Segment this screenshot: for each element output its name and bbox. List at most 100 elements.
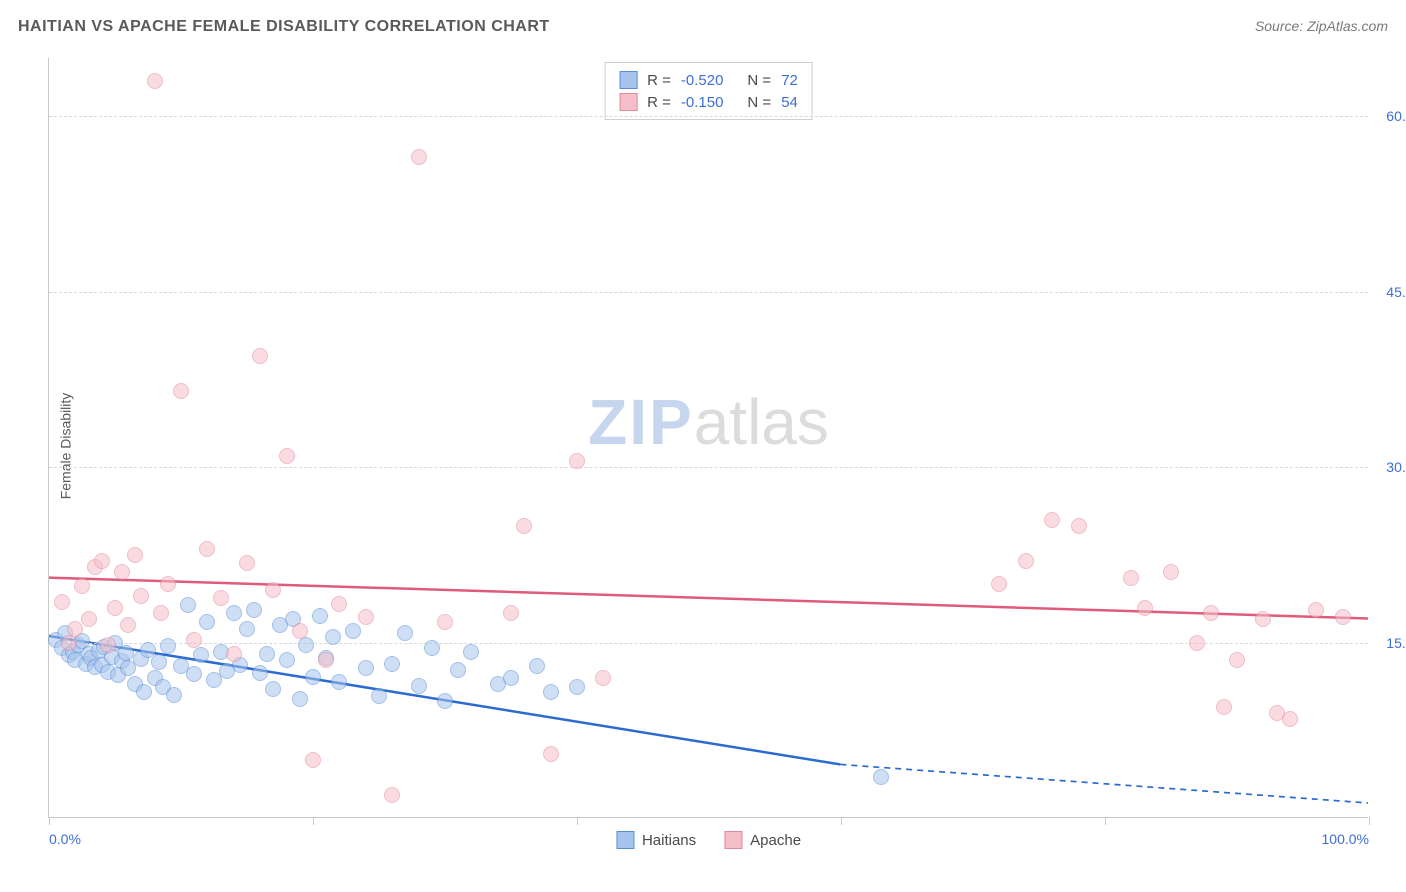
scatter-point <box>1018 553 1034 569</box>
scatter-point <box>54 594 70 610</box>
scatter-point <box>166 687 182 703</box>
gridline <box>49 467 1368 468</box>
scatter-point <box>292 623 308 639</box>
legend-swatch <box>724 831 742 849</box>
scatter-point <box>463 644 479 660</box>
scatter-point <box>107 600 123 616</box>
legend-r-value: -0.520 <box>681 72 724 89</box>
legend-label: Haitians <box>642 832 696 849</box>
scatter-point <box>318 652 334 668</box>
scatter-point <box>569 679 585 695</box>
scatter-point <box>1071 518 1087 534</box>
legend-swatch <box>619 71 637 89</box>
gridline <box>49 116 1368 117</box>
scatter-point <box>100 637 116 653</box>
scatter-point <box>1189 635 1205 651</box>
scatter-point <box>252 348 268 364</box>
scatter-point <box>437 693 453 709</box>
scatter-point <box>239 555 255 571</box>
scatter-point <box>246 602 262 618</box>
scatter-point <box>397 625 413 641</box>
scatter-point <box>127 547 143 563</box>
scatter-point <box>1123 570 1139 586</box>
scatter-point <box>298 637 314 653</box>
scatter-point <box>411 678 427 694</box>
legend-stats-box: R = -0.520N = 72R = -0.150 N = 54 <box>604 62 813 120</box>
scatter-point <box>1335 609 1351 625</box>
legend-n-label: N = <box>747 94 771 111</box>
scatter-point <box>61 635 77 651</box>
scatter-point <box>1308 602 1324 618</box>
scatter-point <box>81 611 97 627</box>
legend-r-value: -0.150 <box>681 94 724 111</box>
scatter-point <box>371 688 387 704</box>
scatter-point <box>279 652 295 668</box>
scatter-point <box>226 605 242 621</box>
scatter-point <box>118 645 134 661</box>
scatter-point <box>1282 711 1298 727</box>
scatter-point <box>74 578 90 594</box>
scatter-point <box>569 453 585 469</box>
scatter-point <box>312 608 328 624</box>
scatter-point <box>259 646 275 662</box>
scatter-point <box>239 621 255 637</box>
scatter-point <box>153 605 169 621</box>
scatter-point <box>991 576 1007 592</box>
scatter-point <box>516 518 532 534</box>
gridline <box>49 292 1368 293</box>
scatter-point <box>199 614 215 630</box>
scatter-point <box>1137 600 1153 616</box>
scatter-point <box>1229 652 1245 668</box>
scatter-point <box>114 564 130 580</box>
scatter-point <box>199 541 215 557</box>
scatter-point <box>147 73 163 89</box>
scatter-point <box>358 660 374 676</box>
watermark: ZIPatlas <box>588 385 829 459</box>
scatter-point <box>873 769 889 785</box>
scatter-point <box>136 684 152 700</box>
legend-item: Haitians <box>616 831 696 849</box>
scatter-point <box>437 614 453 630</box>
scatter-point <box>186 666 202 682</box>
scatter-point <box>1216 699 1232 715</box>
scatter-point <box>358 609 374 625</box>
gridline <box>49 643 1368 644</box>
scatter-point <box>305 669 321 685</box>
scatter-point <box>265 582 281 598</box>
x-tick <box>1369 817 1370 825</box>
legend-label: Apache <box>750 832 801 849</box>
scatter-point <box>411 149 427 165</box>
scatter-point <box>160 576 176 592</box>
scatter-point <box>424 640 440 656</box>
scatter-point <box>133 588 149 604</box>
x-tick <box>313 817 314 825</box>
scatter-point <box>151 654 167 670</box>
x-tick-label: 0.0% <box>49 831 81 847</box>
y-tick-label: 45.0% <box>1386 284 1406 300</box>
legend-stats-row: R = -0.520N = 72 <box>619 69 798 91</box>
scatter-point <box>265 681 281 697</box>
x-tick <box>49 817 50 825</box>
scatter-point <box>279 448 295 464</box>
scatter-point <box>325 629 341 645</box>
legend-r-label: R = <box>647 72 671 89</box>
scatter-point <box>226 646 242 662</box>
scatter-point <box>160 638 176 654</box>
legend-n-value: 54 <box>781 94 798 111</box>
scatter-point <box>1203 605 1219 621</box>
legend-stats-row: R = -0.150N = 54 <box>619 91 798 113</box>
scatter-point <box>186 632 202 648</box>
scatter-point <box>292 691 308 707</box>
y-tick-label: 60.0% <box>1386 108 1406 124</box>
legend-n-value: 72 <box>781 72 798 89</box>
scatter-point <box>595 670 611 686</box>
scatter-point <box>529 658 545 674</box>
trend-lines <box>49 58 1368 817</box>
plot-area: ZIPatlas R = -0.520N = 72R = -0.150 N = 5… <box>48 58 1368 818</box>
scatter-point <box>331 596 347 612</box>
scatter-point <box>503 605 519 621</box>
scatter-point <box>450 662 466 678</box>
legend-bottom: Haitians Apache <box>616 831 801 849</box>
x-tick <box>841 817 842 825</box>
legend-swatch <box>619 93 637 111</box>
